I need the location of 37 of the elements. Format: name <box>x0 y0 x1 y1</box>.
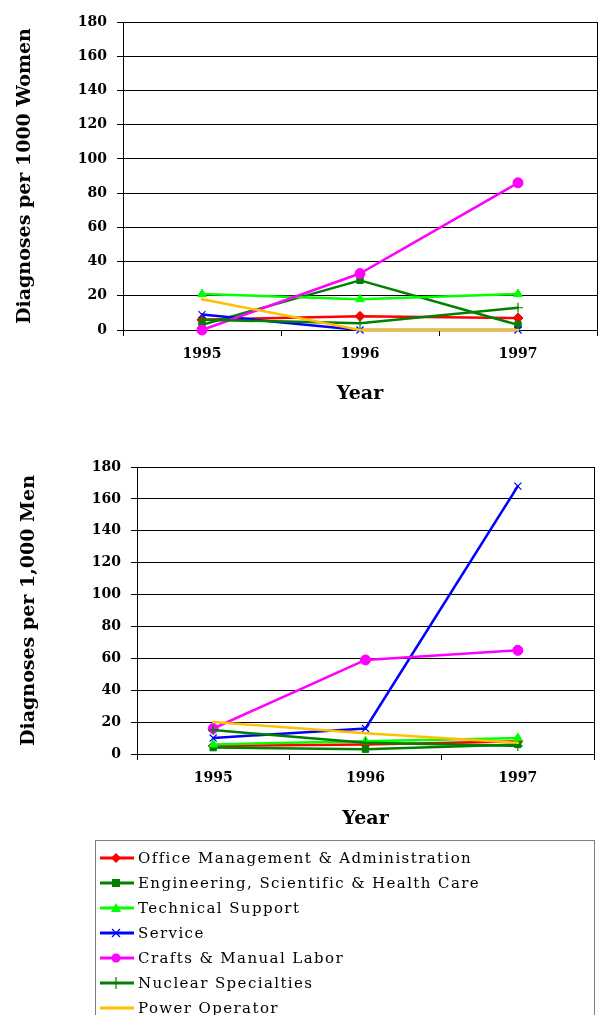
y-tick-label: 160 <box>77 46 108 63</box>
y-tick-label: 180 <box>91 457 122 474</box>
y-tick-label: 0 <box>97 320 108 337</box>
x-axis-title: Year <box>335 380 385 403</box>
legend-label: Technical Support <box>138 898 301 917</box>
y-tick-label: 100 <box>91 585 122 602</box>
y-tick-label: 120 <box>77 115 108 132</box>
y-tick-label: 140 <box>91 521 122 538</box>
x-tick-label: 1997 <box>498 345 538 362</box>
x-tick-label: 1996 <box>340 345 380 362</box>
y-tick-label: 100 <box>77 149 108 166</box>
x-tick-label: 1997 <box>498 769 538 786</box>
y-tick-label: 80 <box>87 183 108 200</box>
legend-label: Service <box>138 923 205 942</box>
y-tick-label: 180 <box>77 12 108 29</box>
y-tick-label: 20 <box>87 286 108 303</box>
y-tick-label: 120 <box>91 553 122 570</box>
legend-label: Crafts & Manual Labor <box>138 948 344 967</box>
y-tick-label: 60 <box>87 217 108 234</box>
y-axis-title: Diagnoses per 1000 Women <box>12 27 35 324</box>
legend-label: Engineering, Scientific & Health Care <box>138 873 481 892</box>
y-tick-label: 140 <box>77 81 108 98</box>
y-tick-label: 160 <box>91 489 122 506</box>
y-axis-title: Diagnoses per 1,000 Men <box>16 474 39 746</box>
y-tick-label: 40 <box>101 680 122 697</box>
x-tick-label: 1995 <box>182 345 222 362</box>
x-axis-title: Year <box>341 805 390 828</box>
y-tick-label: 20 <box>101 712 122 729</box>
legend-label: Nuclear Specialties <box>138 973 314 992</box>
y-tick-label: 40 <box>87 252 108 269</box>
x-tick-label: 1995 <box>193 769 233 786</box>
y-tick-label: 80 <box>101 617 122 634</box>
y-tick-label: 0 <box>111 744 122 761</box>
legend-label: Office Management & Administration <box>138 848 473 867</box>
x-tick-label: 1996 <box>346 769 385 786</box>
y-tick-label: 60 <box>101 648 122 665</box>
legend-label: Power Operator <box>138 998 279 1015</box>
